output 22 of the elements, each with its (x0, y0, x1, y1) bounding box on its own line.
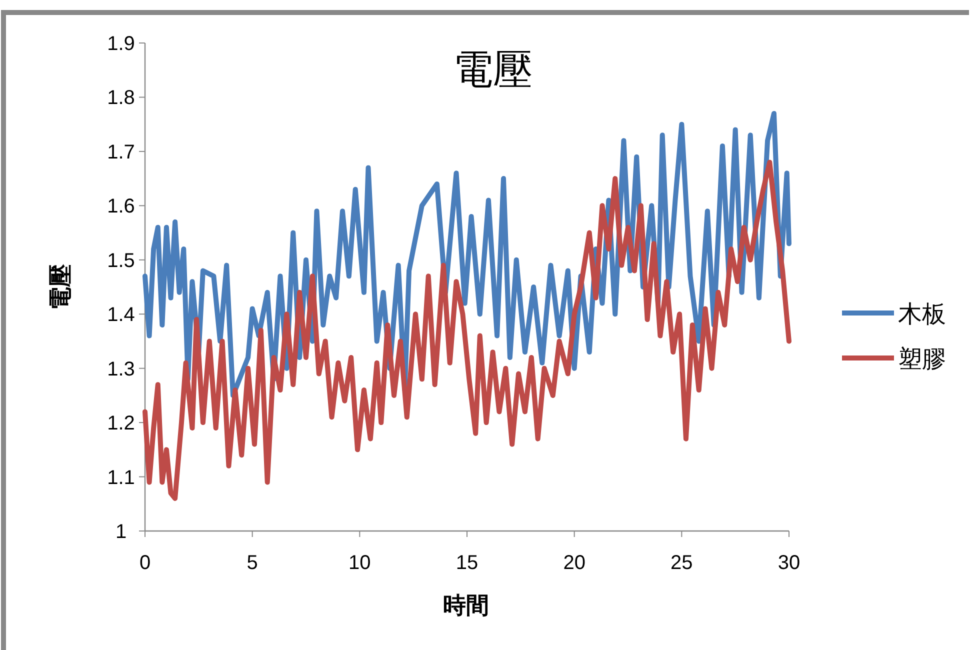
y-tick-label: 1 (115, 521, 127, 543)
legend-label: 塑膠 (898, 346, 946, 373)
y-tick-label: 1.1 (107, 466, 135, 489)
y-tick-label: 1.9 (107, 33, 135, 55)
x-tick-label: 5 (246, 552, 258, 574)
x-tick-label: 25 (670, 552, 693, 574)
x-tick-label: 15 (456, 552, 478, 574)
chart-title: 電壓 (453, 48, 533, 92)
y-tick-label: 1.3 (107, 358, 135, 380)
y-tick-label: 1.7 (107, 141, 135, 164)
legend-label: 木板 (898, 301, 946, 328)
y-axis-title: 電壓 (47, 263, 73, 310)
x-tick-label: 30 (778, 552, 800, 574)
y-tick-label: 1.5 (107, 250, 135, 272)
y-tick-label: 1.6 (107, 196, 135, 218)
y-tick-label: 1.8 (107, 87, 135, 110)
x-tick-label: 20 (563, 552, 586, 574)
y-tick-label: 1.4 (107, 304, 135, 326)
y-tick-label: 1.2 (107, 412, 135, 435)
x-tick-label: 0 (139, 552, 151, 574)
x-tick-label: 10 (348, 552, 371, 574)
x-axis-title: 時間 (443, 592, 489, 618)
